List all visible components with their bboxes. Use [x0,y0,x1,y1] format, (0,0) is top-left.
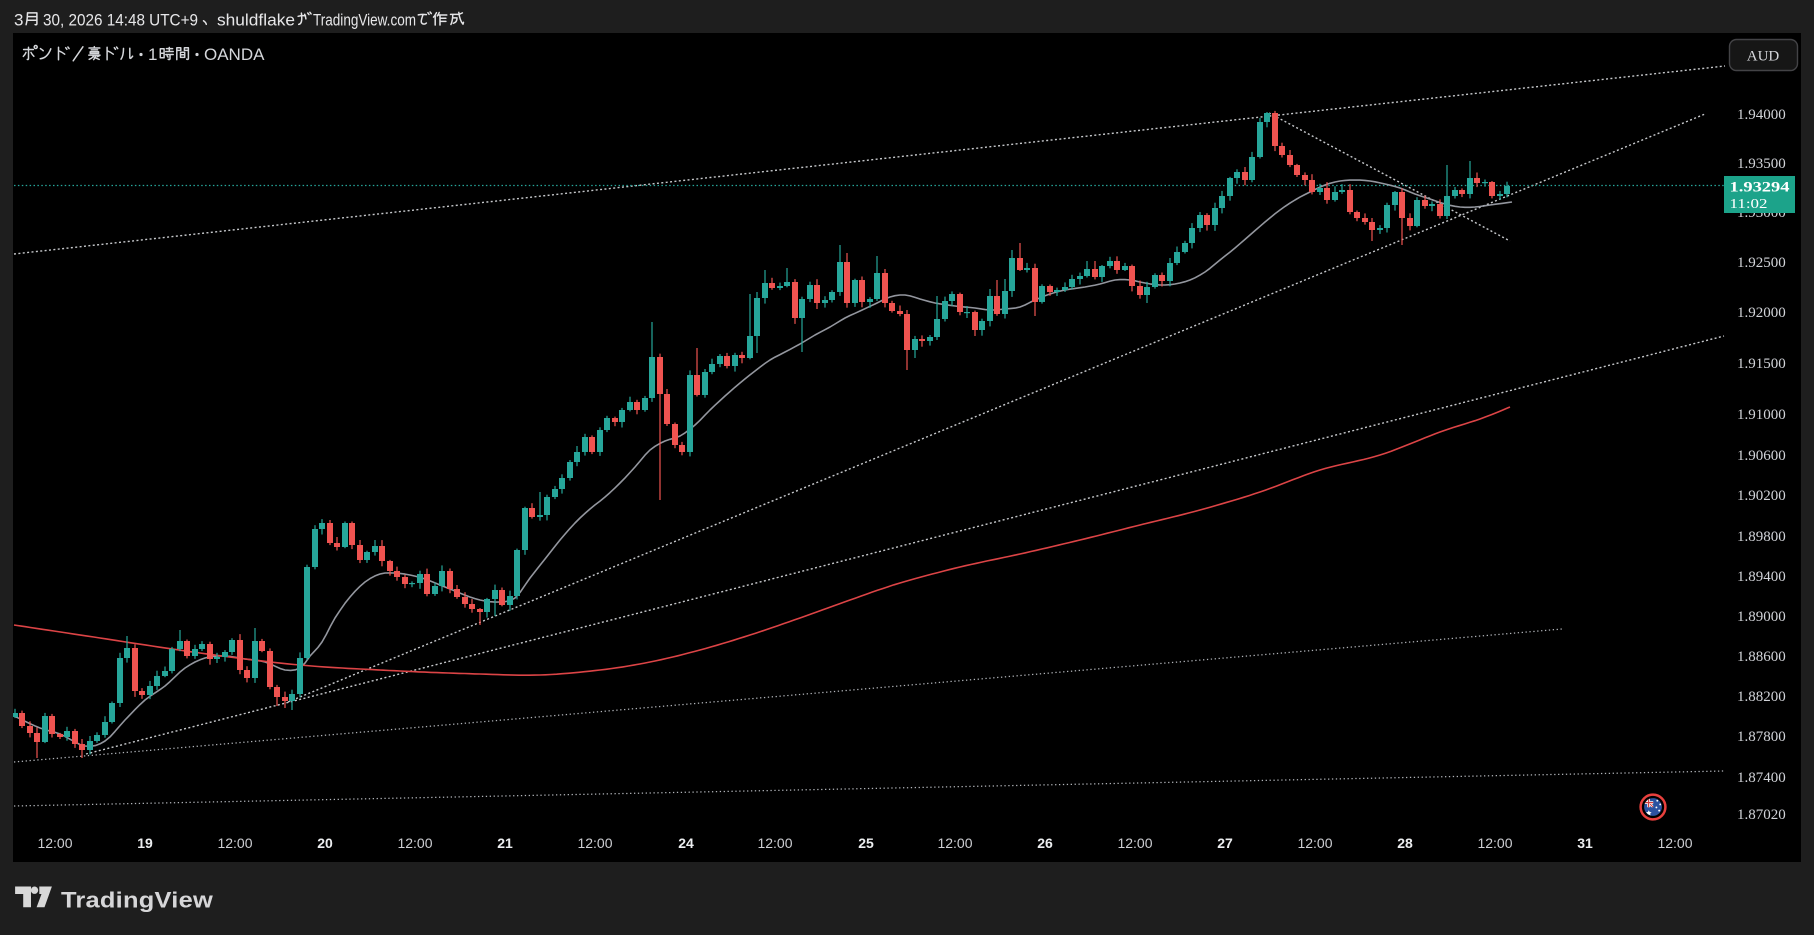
svg-text:27: 27 [1217,835,1233,851]
svg-text:21: 21 [497,835,513,851]
svg-text:12:00: 12:00 [757,835,792,851]
svg-text:12:00: 12:00 [1477,835,1512,851]
svg-text:12:00: 12:00 [397,835,432,851]
svg-text:1.93500: 1.93500 [1737,156,1786,172]
svg-text:25: 25 [858,835,874,851]
svg-text:1.91000: 1.91000 [1737,407,1786,423]
svg-text:11:02: 11:02 [1730,197,1768,212]
svg-text:1.94000: 1.94000 [1737,107,1786,123]
svg-text:1.87800: 1.87800 [1737,729,1786,745]
svg-text:1.91500: 1.91500 [1737,356,1786,372]
svg-text:12:00: 12:00 [577,835,612,851]
svg-text:31: 31 [1577,835,1593,851]
svg-text:1.90200: 1.90200 [1737,488,1786,504]
svg-text:shuldflake: shuldflake [217,11,295,30]
svg-text:1.87400: 1.87400 [1737,770,1786,786]
svg-text:1.88200: 1.88200 [1737,689,1786,705]
svg-text:1.89400: 1.89400 [1737,569,1786,585]
svg-text:12:00: 12:00 [1657,835,1692,851]
svg-text:26: 26 [1037,835,1053,851]
svg-text:28: 28 [1397,835,1413,851]
svg-text:1.93294: 1.93294 [1730,180,1791,196]
svg-text:3: 3 [14,11,23,30]
svg-text:1.89800: 1.89800 [1737,529,1786,545]
svg-text:1.89000: 1.89000 [1737,609,1786,625]
svg-text:12:00: 12:00 [37,835,72,851]
svg-text:24: 24 [678,835,694,851]
svg-text:1.87020: 1.87020 [1737,807,1786,823]
svg-text:12:00: 12:00 [217,835,252,851]
svg-text:1: 1 [148,45,157,64]
svg-text:30, 2026 14:48 UTC+9: 30, 2026 14:48 UTC+9 [43,11,198,30]
svg-text:OANDA: OANDA [204,45,265,64]
svg-text:1.92000: 1.92000 [1737,305,1786,321]
svg-text:20: 20 [317,835,333,851]
svg-text:TradingView: TradingView [61,888,214,913]
svg-text:12:00: 12:00 [1117,835,1152,851]
svg-text:1.88600: 1.88600 [1737,649,1786,665]
svg-text:12:00: 12:00 [937,835,972,851]
svg-text:1.90600: 1.90600 [1737,448,1786,464]
svg-text:AUD: AUD [1747,49,1780,65]
svg-text:TradingView.com: TradingView.com [313,11,416,30]
svg-text:1.92500: 1.92500 [1737,255,1786,271]
svg-text:19: 19 [137,835,153,851]
svg-text:12:00: 12:00 [1297,835,1332,851]
